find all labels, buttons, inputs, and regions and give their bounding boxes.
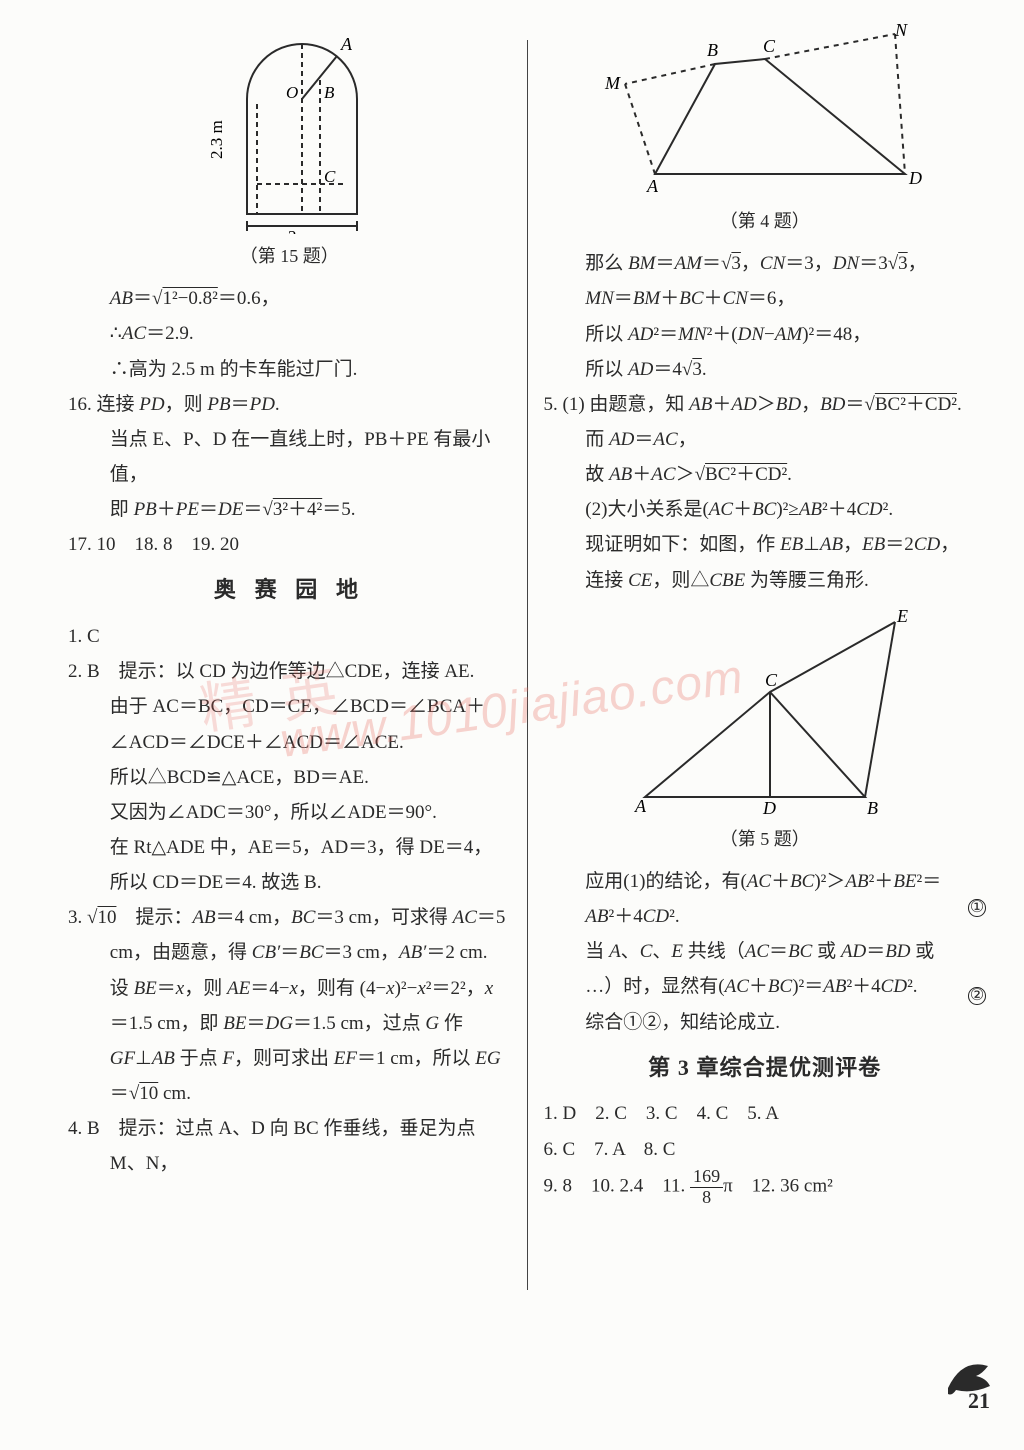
fig5-caption: （第 5 题） [544,823,987,856]
l2: ∴AC＝2.9. [68,316,511,351]
q5e: 现证明如下：如图，作 EB⊥AB，EB＝2CD， [544,527,987,562]
a2b: 由于 AC＝BC，CD＝CE，∠BCD＝∠BCA＋∠ACD＝∠DCE＋∠ACD＝… [68,689,511,759]
q5a: 5. (1) 由题意，知 AB＋AD＞BD，BD＝√BC²＋CD². [544,387,987,422]
s1: 应用(1)的结论，有(AC＋BC)²＞AB²＋BE²＝AB²＋4CD². ① [544,864,987,934]
figure-15: A O B C 2.3 m 2 m [68,24,511,234]
a3a: 3. √10 提示：AB＝4 cm，BC＝3 cm，可求得 AC＝5 cm，由题… [68,900,511,1111]
r1: 那么 BM＝AM＝√3，CN＝3，DN＝3√3， [544,246,987,281]
fig4-A: A [646,176,659,196]
left-column: A O B C 2.3 m 2 m （第 15 题） AB＝√1²−0.8²＝0… [58,20,521,1400]
q16a: 16. 连接 PD，则 PB＝PD. [68,387,511,422]
fig5-E: E [896,606,908,626]
fig5-D: D [762,798,776,817]
q17: 17. 10 18. 8 19. 20 [68,527,511,562]
a2c: 所以△BCD≌△ACE，BD＝AE. [68,760,511,795]
q5b: 而 AD＝AC， [544,422,987,457]
fig4-M: M [604,73,621,93]
row3a: 9. 8 10. 2.4 11. [544,1175,691,1196]
a2e: 在 Rt△ADE 中，AE＝5，AD＝3，得 DE＝4， [68,830,511,865]
q5d: (2)大小关系是(AC＋BC)²≥AB²＋4CD². [544,492,987,527]
fig15-w: 2 m [288,227,314,234]
r3: 所以 AD²＝MN²＋(DN−AM)²＝48， [544,317,987,352]
l1: AB＝√1²−0.8²＝0.6， [68,281,511,316]
heading-chapter3: 第 3 章综合提优测评卷 [544,1048,987,1089]
r2: MN＝BM＋BC＋CN＝6， [544,281,987,316]
l3: ∴高为 2.5 m 的卡车能过厂门. [68,352,511,387]
fig15-O: O [286,83,298,102]
fig15-svg: A O B C 2.3 m 2 m [202,24,377,234]
fig4-D: D [908,168,922,188]
marker-1: ① [968,899,986,917]
frac-169-8: 1698 [690,1167,723,1208]
fig15-caption: （第 15 题） [68,240,511,273]
s2: 当 A、C、E 共线（AC＝BC 或 AD＝BD 或 …）时，显然有(AC＋BC… [544,934,987,1004]
fig4-N: N [894,24,908,40]
a1: 1. C [68,619,511,654]
a2a: 2. B 提示：以 CD 为边作等边△CDE，连接 AE. [68,654,511,689]
q16c: 即 PB＋PE＝DE＝√3²＋4²＝5. [68,492,511,527]
column-divider [527,40,528,1290]
fig5-svg: A B C D E [615,602,915,817]
fig15-h: 2.3 m [207,120,226,159]
row3: 9. 8 10. 2.4 11. 1698π 12. 36 cm² [544,1167,987,1208]
a4a: 4. B 提示：过点 A、D 向 BC 作垂线，垂足为点 M、N， [68,1111,511,1181]
fig15-C: C [324,167,336,186]
r4: 所以 AD＝4√3. [544,352,987,387]
fig5-B: B [867,798,878,817]
s3: 综合①②，知结论成立. [544,1005,987,1040]
fig15-A: A [340,34,353,54]
q16b: 当点 E、P、D 在一直线上时，PB＋PE 有最小值， [68,422,511,492]
a2f: 所以 CD＝DE＝4. 故选 B. [68,865,511,900]
fig5-C: C [765,670,778,690]
fig5-A: A [634,796,647,816]
a2d: 又因为∠ADC＝30°，所以∠ADE＝90°. [68,795,511,830]
fig4-C: C [763,36,776,56]
heading-olympiad: 奥 赛 园 地 [68,570,511,611]
row2: 6. C 7. A 8. C [544,1132,987,1167]
right-column: A B C D M N （第 4 题） 那么 BM＝AM＝√3，CN＝3，DN＝… [534,20,997,1400]
marker-2: ② [968,987,986,1005]
fig4-B: B [707,40,718,60]
fig4-caption: （第 4 题） [544,205,987,238]
figure-5: A B C D E [544,602,987,817]
q5c: 故 AB＋AC＞√BC²＋CD². [544,457,987,492]
fig15-B: B [324,83,335,102]
page-number: 21 [968,1381,990,1422]
row1: 1. D 2. C 3. C 4. C 5. A [544,1096,987,1131]
q5f: 连接 CE，则△CBE 为等腰三角形. [544,563,987,598]
fig4-svg: A B C D M N [595,24,935,199]
figure-4: A B C D M N [544,24,987,199]
row3b: π 12. 36 cm² [723,1175,833,1196]
